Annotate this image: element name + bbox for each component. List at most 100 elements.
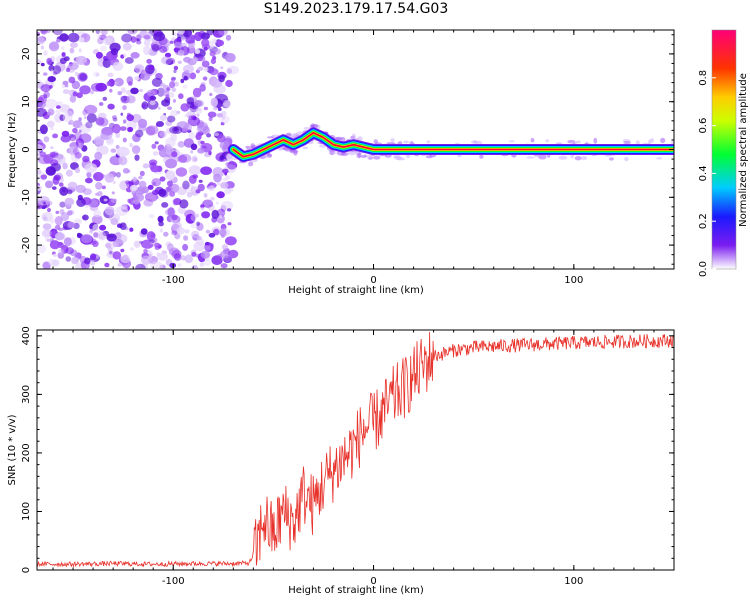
noise-blob [42,261,51,269]
noise-blob [85,177,93,184]
noise-blob [65,247,74,255]
noise-blob [115,206,129,216]
noise-blob [191,115,197,120]
noise-blob [143,34,151,40]
noise-blob [131,113,142,123]
noise-blob [105,243,112,249]
snr-series [37,331,674,568]
noise-blob [143,45,151,56]
noise-blob [184,254,193,264]
noise-blob [171,32,177,37]
noise-blob [112,180,116,185]
noise-blob [55,39,61,43]
noise-blob [188,131,196,140]
noise-blob [151,77,163,87]
noise-blob [159,176,166,182]
noise-blob [122,105,127,111]
noise-blob [157,215,164,223]
noise-blob [37,107,47,117]
noise-blob [173,65,179,71]
signal-halo [386,141,393,145]
noise-blob [169,40,174,44]
noise-blob [161,56,172,65]
noise-blob [203,259,211,266]
noise-blob [52,176,60,185]
noise-blob [136,38,140,42]
noise-blob [37,36,45,45]
noise-blob [68,91,73,95]
noise-blob [164,52,172,58]
noise-blob [209,51,216,57]
noise-blob [43,136,50,143]
noise-blob [129,227,134,232]
noise-blob [164,96,171,104]
noise-blob [100,30,106,35]
noise-blob [167,106,173,110]
noise-blob [43,201,46,205]
noise-blob [146,231,156,241]
noise-blob [148,159,158,166]
noise-blob [210,97,218,107]
signal-halo [581,156,588,161]
noise-blob [159,130,167,138]
noise-blob [221,116,226,120]
signal-halo [360,154,367,158]
noise-blob [208,185,215,192]
noise-blob [104,206,115,216]
noise-blob [219,228,227,237]
bottom-x-axis: -100 0 100 [52,330,675,587]
noise-blob [133,240,141,248]
noise-blob [171,151,178,158]
noise-blob [127,81,133,86]
noise-blob [67,108,74,116]
noise-blob [134,65,142,73]
noise-blob [40,45,45,50]
noise-blob [103,198,108,202]
noise-blob [205,229,211,234]
noise-blob [204,245,211,251]
noise-blob [59,57,67,64]
noise-blob [197,183,205,192]
bottom-x-tick-label: 100 [564,576,583,587]
noise-blob [78,124,91,134]
noise-blob [62,188,66,193]
noise-blob [163,231,169,237]
noise-blob [186,191,193,198]
figure-title: S149.2023.179.17.54.G03 [263,1,449,17]
noise-blob [139,240,143,244]
noise-blob [157,87,165,97]
noise-blob [46,120,55,128]
noise-blob [143,39,151,47]
noise-blob [151,178,162,187]
noise-blob [135,186,146,195]
noise-blob [182,84,188,89]
noise-blob [71,256,79,265]
noise-blob [193,99,204,108]
signal-halo [555,142,563,145]
noise-blob [217,113,223,118]
signal-halo [266,153,273,158]
noise-blob [78,48,82,53]
noise-blob [183,75,188,81]
noise-blob [37,32,40,37]
noise-blob [224,52,236,63]
noise-blob [89,228,94,233]
noise-blob [45,166,56,176]
noise-blob [117,263,123,267]
noise-blob [55,232,66,241]
signal-halo [286,132,292,137]
noise-blob [119,222,127,230]
noise-blob [195,133,202,140]
noise-blob [120,112,124,116]
noise-blob [96,34,101,39]
noise-blob [208,150,212,156]
noise-blob [71,80,81,90]
noise-blob [169,126,180,134]
noise-blob [54,216,63,226]
noise-blob [175,167,188,177]
noise-blob [191,230,200,239]
signal-halo [474,140,483,145]
noise-blob [159,114,167,121]
noise-blob [99,224,107,231]
noise-blob [182,243,189,251]
